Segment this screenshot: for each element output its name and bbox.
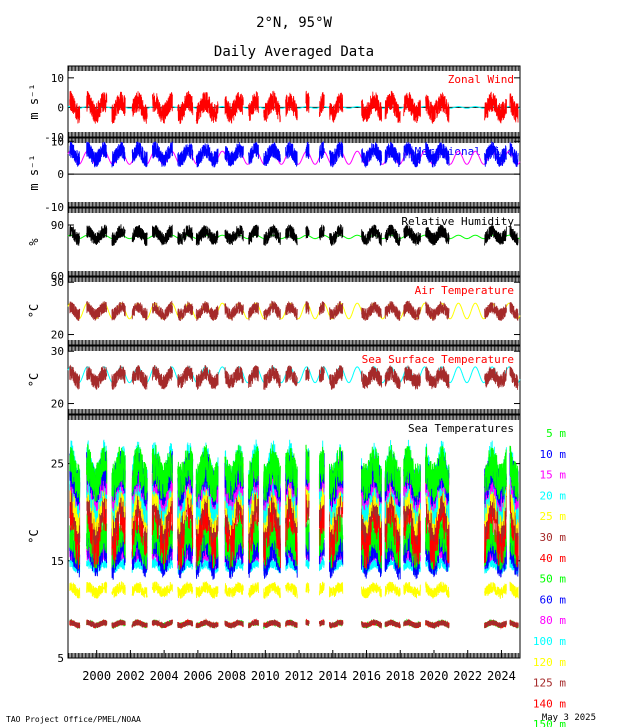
y-tick-label: 10	[51, 135, 64, 148]
x-tick-label: 2008	[217, 669, 246, 683]
panel-relative-humidity: 60 90% Relative Humidity	[27, 207, 521, 283]
y-tick-label: 90	[51, 219, 64, 232]
y-tick-label: 10	[51, 72, 64, 85]
y-tick-label: 20	[51, 398, 64, 411]
legend-entry: 150 m	[533, 718, 566, 727]
y-tick-label: 60	[51, 270, 64, 283]
legend-entry: 140 m	[533, 697, 566, 710]
series-depth	[69, 444, 519, 503]
location-title: 2°N, 95°W	[256, 15, 332, 31]
x-axis: 2000 2002 2004 2006 2008 2010 2012 2014 2016 2018…	[82, 650, 516, 683]
legend-entry: 100 m	[533, 635, 566, 648]
panel-sea-temperatures: 5 15 25 °C Sea Temperatures	[27, 414, 521, 665]
x-tick-label: 2018	[386, 669, 415, 683]
y-tick-label: 15	[51, 555, 64, 568]
y-axis-label: m s⁻¹	[27, 154, 41, 190]
y-axis-label: °C	[27, 529, 41, 543]
x-tick-label: 2004	[150, 669, 179, 683]
x-tick-label: 2016	[352, 669, 381, 683]
panel-label: Relative Humidity	[401, 215, 514, 228]
x-tick-label: 2024	[487, 669, 516, 683]
legend-entry: 10 m	[540, 448, 567, 461]
x-tick-label: 2000	[82, 669, 111, 683]
series-measured	[69, 364, 519, 390]
y-tick-label: 30	[51, 276, 64, 289]
panel-label: Sea Surface Temperature	[362, 353, 514, 366]
y-tick-label: -10	[44, 201, 64, 214]
series-measured	[69, 224, 519, 247]
x-tick-label: 2014	[318, 669, 347, 683]
y-axis-label: °C	[27, 304, 41, 318]
panel-frame	[67, 207, 521, 277]
panel-frame	[67, 137, 521, 208]
legend-entry: 120 m	[533, 656, 566, 669]
legend-entry: 20 m	[540, 489, 567, 502]
panel-frame	[67, 414, 521, 659]
y-tick-label: 0	[57, 101, 64, 114]
legend-entry: 60 m	[540, 593, 567, 606]
depth-legend: 5 m 10 m 15 m 20 m 25 m 30 m 40 m 50 m 60 m 80 m 1…	[533, 427, 566, 727]
panel-label: Air Temperature	[415, 284, 514, 297]
chart-title: Daily Averaged Data	[214, 44, 374, 60]
panel-label: Zonal Wind	[448, 73, 514, 86]
legend-entry: 125 m	[533, 677, 566, 690]
y-axis-label: °C	[27, 373, 41, 387]
y-tick-label: -10	[44, 131, 64, 144]
series-depth	[69, 581, 519, 599]
panel-label: Sea Temperatures	[408, 422, 514, 435]
legend-entry: 40 m	[540, 552, 567, 565]
date-text: May 3 2025	[542, 713, 596, 723]
series-measured	[69, 141, 519, 168]
series-measured	[69, 300, 519, 322]
y-axis-label: %	[27, 238, 41, 246]
credit-text: TAO Project Office/PMEL/NOAA	[6, 715, 141, 724]
panel-frame	[67, 276, 521, 346]
x-tick-label: 2022	[453, 669, 482, 683]
y-tick-label: 30	[51, 345, 64, 358]
y-tick-label: 20	[51, 329, 64, 342]
y-tick-label: 0	[57, 168, 64, 181]
y-tick-label: 25	[51, 458, 64, 471]
legend-entry: 30 m	[540, 531, 567, 544]
series-depth	[69, 618, 519, 630]
panel-air-temperature: 20 30 °C Air Temperature	[27, 276, 521, 346]
panel-sea-surface-temperature: 20 30 °C Sea Surface Temperature	[27, 345, 521, 415]
series-measured	[69, 90, 519, 124]
y-tick-label: 5	[57, 652, 64, 665]
legend-entry: 50 m	[540, 573, 567, 586]
x-tick-label: 2002	[116, 669, 145, 683]
x-tick-label: 2010	[251, 669, 280, 683]
panel-zonal-wind: -10 0 10 m s⁻¹ Zonal Wind	[27, 65, 521, 144]
legend-entry: 15 m	[540, 469, 567, 482]
x-tick-label: 2006	[183, 669, 212, 683]
legend-entry: 25 m	[540, 510, 567, 523]
legend-entry: 80 m	[540, 614, 567, 627]
x-tick-label: 2020	[420, 669, 449, 683]
x-tick-label: 2012	[285, 669, 314, 683]
y-axis-label: m s⁻¹	[27, 83, 41, 119]
legend-entry: 5 m	[546, 427, 566, 440]
panel-frame	[67, 65, 521, 138]
